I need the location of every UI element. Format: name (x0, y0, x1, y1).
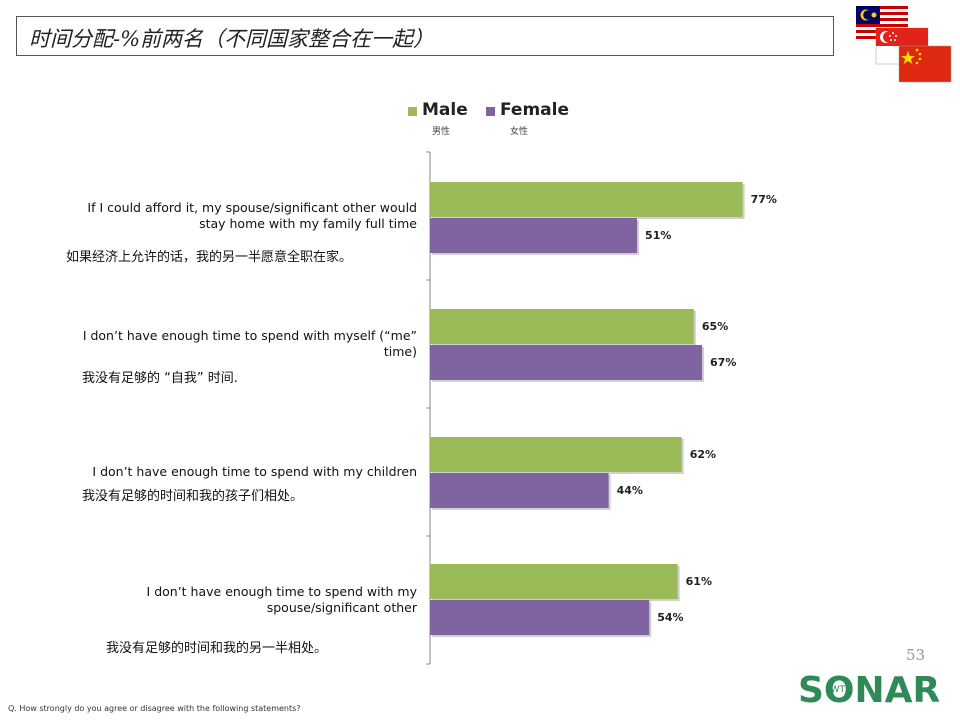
legend-swatch-female (486, 107, 495, 116)
legend-sub-female: 女性 (510, 127, 529, 137)
data-label-male-0: 77% (751, 193, 777, 206)
category-label-en-1: I don’t have enough time to spend with m… (82, 328, 417, 359)
data-label-female-0: 51% (645, 229, 671, 242)
logo-sub: JWT (827, 685, 846, 695)
title-box: 时间分配-%前两名（不同国家整合在一起） (16, 16, 834, 56)
data-label-male-3: 61% (686, 575, 712, 588)
china-flag-icon (898, 45, 952, 83)
bar-female-2 (430, 473, 609, 508)
page-number: 53 (906, 646, 926, 664)
bar-male-2 (430, 437, 682, 472)
sonar-logo: SONAR JWT (798, 670, 940, 710)
category-label-en-0: If I could afford it, my spouse/signific… (87, 200, 417, 231)
category-label-en-3: I don’t have enough time to spend with m… (146, 584, 417, 615)
data-label-female-2: 44% (617, 484, 643, 497)
legend-label-male: Male (422, 100, 468, 120)
bar-male-1 (430, 309, 694, 344)
data-label-female-3: 54% (657, 611, 683, 624)
data-label-male-2: 62% (690, 448, 716, 461)
slide-title: 时间分配-%前两名（不同国家整合在一起） (29, 27, 435, 51)
bar-male-3 (430, 564, 678, 599)
bar-male-0 (430, 182, 743, 217)
category-label-cn-2: 我没有足够的时间和我的孩子们相处。 (82, 489, 304, 504)
bar-female-3 (430, 600, 650, 635)
legend-swatch-male (408, 107, 417, 116)
category-label-cn-0: 如果经济上允许的话，我的另一半愿意全职在家。 (66, 250, 353, 265)
footnote: Q. How strongly do you agree or disagree… (8, 704, 301, 713)
legend-sub-male: 男性 (432, 127, 451, 137)
category-label-cn-1: 我没有足够的 “自我” 时间. (82, 371, 238, 386)
legend-label-female: Female (500, 100, 569, 120)
bar-female-0 (430, 218, 638, 253)
data-label-male-1: 65% (702, 320, 728, 333)
data-label-female-1: 67% (710, 356, 736, 369)
bar-female-1 (430, 345, 703, 380)
logo-text: SONAR (798, 670, 940, 710)
country-flags (856, 6, 952, 83)
category-label-cn-3: 我没有足够的时间和我的另一半相处。 (106, 641, 328, 656)
category-label-en-2: I don’t have enough time to spend with m… (92, 464, 417, 479)
